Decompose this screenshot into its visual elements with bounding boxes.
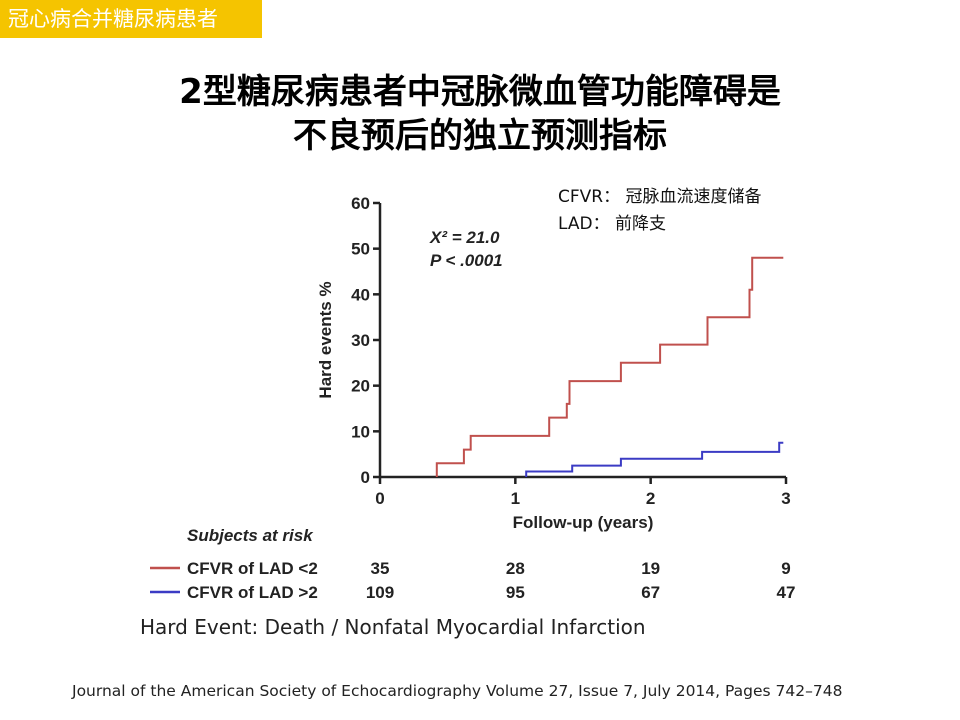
- y-tick-label: 0: [361, 468, 370, 487]
- series-line-cfvr-gt-2: [525, 441, 784, 477]
- hard-event-definition: Hard Event: Death / Nonfatal Myocardial …: [140, 615, 646, 639]
- y-tick-label: 30: [351, 331, 370, 350]
- topic-tag: 冠心病合并糖尿病患者: [0, 0, 262, 38]
- risk-table-value: 95: [506, 583, 525, 602]
- risk-table-value: 67: [641, 583, 660, 602]
- stat-annotation: X² = 21.0: [429, 228, 500, 247]
- title-line-2: 不良预后的独立预测指标: [293, 116, 667, 156]
- y-axis-label: Hard events %: [316, 281, 335, 398]
- risk-table-row-label: CFVR of LAD >2: [187, 583, 318, 602]
- y-tick-label: 10: [351, 422, 370, 441]
- abbreviation-cfvr: CFVR： 冠脉血流速度储备: [558, 187, 762, 207]
- risk-table-value: 47: [777, 583, 796, 602]
- risk-table-row-label: CFVR of LAD <2: [187, 559, 318, 578]
- journal-citation: Journal of the American Society of Echoc…: [72, 682, 843, 700]
- risk-table-value: 19: [641, 559, 660, 578]
- risk-table-value: 28: [506, 559, 525, 578]
- series-line-cfvr-lt-2: [435, 256, 784, 477]
- y-tick-label: 50: [351, 240, 370, 259]
- abbreviation-lad: LAD： 前降支: [558, 214, 666, 234]
- risk-table-value: 109: [366, 583, 394, 602]
- y-tick-label: 40: [351, 285, 370, 304]
- y-tick-label: 20: [351, 377, 370, 396]
- stat-annotation: P < .0001: [430, 251, 503, 270]
- title-line-1: 2型糖尿病患者中冠脉微血管功能障碍是: [179, 72, 781, 112]
- x-tick-label: 1: [511, 489, 520, 508]
- y-tick-label: 60: [351, 194, 370, 213]
- slide-title: 2型糖尿病患者中冠脉微血管功能障碍是 不良预后的独立预测指标: [0, 70, 960, 158]
- x-tick-label: 0: [375, 489, 384, 508]
- x-tick-label: 3: [781, 489, 790, 508]
- risk-table-value: 35: [371, 559, 390, 578]
- x-axis-label: Follow-up (years): [513, 513, 654, 532]
- x-tick-label: 2: [646, 489, 655, 508]
- risk-table-title: Subjects at risk: [187, 526, 314, 545]
- risk-table-value: 9: [781, 559, 790, 578]
